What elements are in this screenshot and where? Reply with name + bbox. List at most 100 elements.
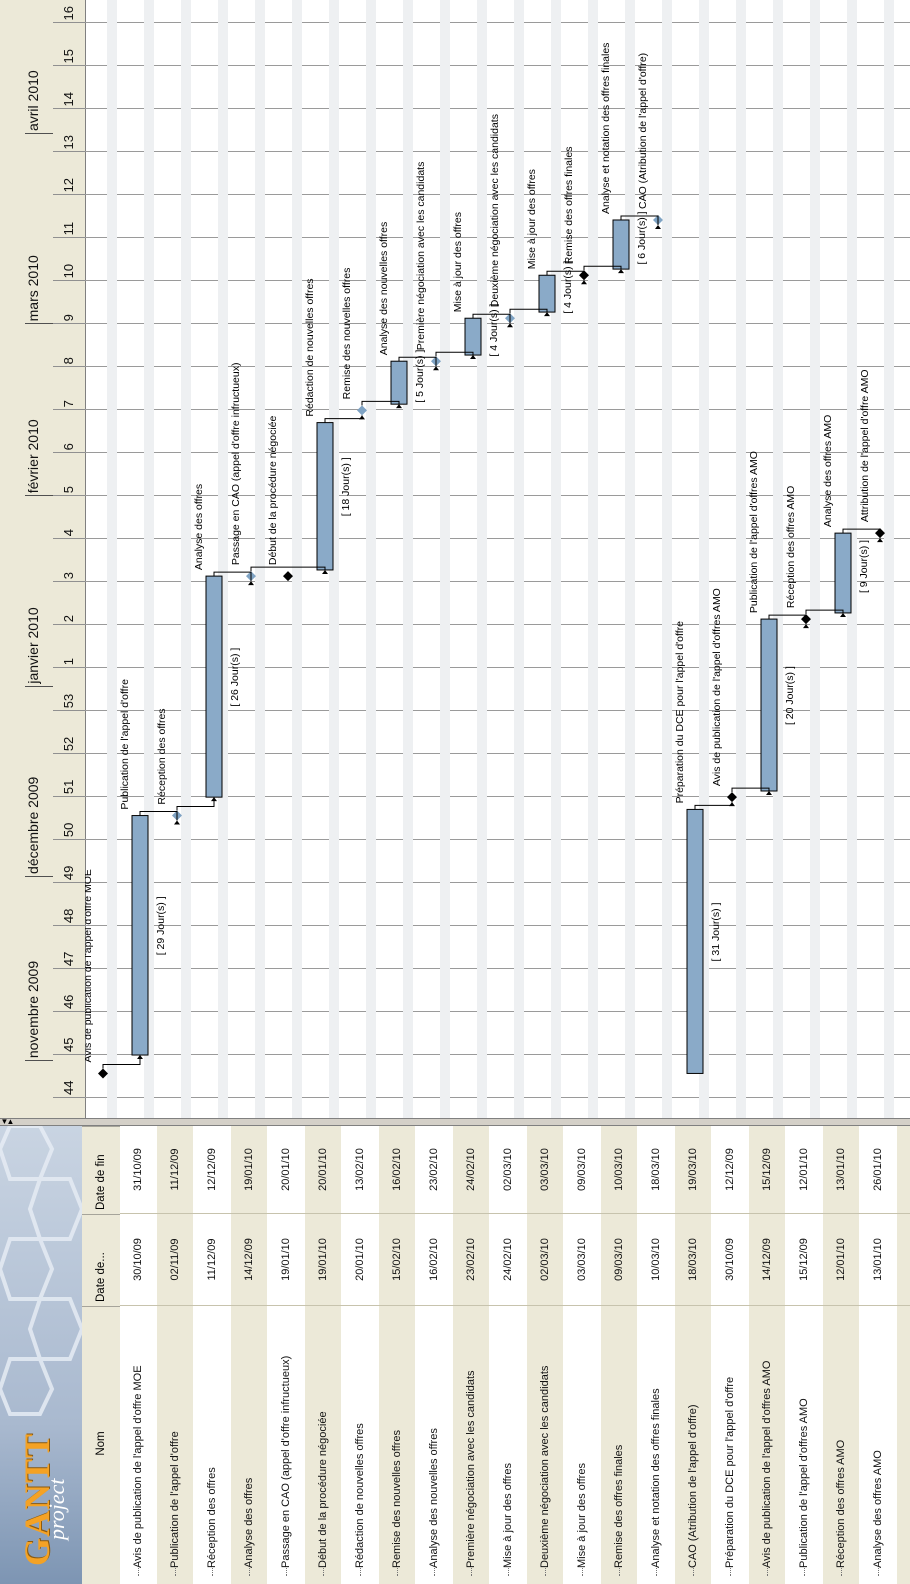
task-row[interactable]: Analyse des offres 14/12/09 19/01/10 [231,1126,268,1584]
task-name-cell[interactable]: Mise à jour des offres [502,1463,514,1568]
task-name-cell[interactable]: Publication de l'appel d'offres AMO [798,1398,810,1568]
task-row[interactable]: Réception des offres 11/12/09 12/12/09 [194,1126,231,1584]
task-start-cell[interactable]: 18/03/10 [675,1214,712,1306]
task-start-cell[interactable]: 02/03/10 [527,1214,564,1306]
task-end-cell[interactable]: 19/01/10 [231,1126,268,1214]
task-row[interactable]: Analyse et notation des offres finales 10… [638,1126,675,1584]
task-name-cell[interactable]: Analyse et notation des offres finales [650,1388,662,1568]
task-start-cell[interactable]: 19/01/10 [305,1214,342,1306]
task-name-cell[interactable]: Analyse des offres [243,1477,255,1568]
task-end-cell[interactable]: 13/01/10 [823,1126,860,1214]
task-end-cell[interactable]: 09/03/10 [564,1126,601,1214]
task-row[interactable]: Remise des nouvelles offres 15/02/10 16/02… [379,1126,416,1584]
task-row[interactable]: Première négociation avec les candidats 2… [453,1126,490,1584]
task-row[interactable]: Passage en CAO (appel d'offre infructueu… [268,1126,305,1584]
task-row[interactable]: CAO (Atribution de l'appel d'offre) 18/03… [675,1126,712,1584]
task-name-cell[interactable]: Deuxième négociation avec les candidats [539,1365,551,1568]
task-start-cell[interactable]: 03/03/10 [564,1214,601,1306]
task-name-cell[interactable]: Remise des nouvelles offres [391,1430,403,1568]
task-name-cell[interactable]: Première négociation avec les candidats [465,1370,477,1568]
task-end-cell[interactable]: 26/01/10 [860,1126,897,1214]
task-name-cell[interactable]: Préparation du DCE pour l'appel d'offre [724,1376,736,1568]
splitter-arrows-icon[interactable]: ◀ ▶ [2,1119,14,1124]
task-start-cell[interactable]: 20/01/10 [342,1214,379,1306]
task-end-cell[interactable]: 12/01/10 [786,1126,823,1214]
task-end-cell[interactable]: 03/03/10 [527,1126,564,1214]
week-label: 4 [61,529,76,537]
task-name-cell[interactable]: Rédaction de nouvelles offres [354,1423,366,1568]
task-start-cell[interactable]: 09/03/10 [601,1214,638,1306]
task-start-cell[interactable]: 23/02/10 [453,1214,490,1306]
task-end-cell[interactable]: 20/01/10 [305,1126,342,1214]
task-start-cell[interactable]: 16/02/10 [416,1214,453,1306]
task-end-cell[interactable]: 27/01/10 [897,1126,910,1214]
task-row[interactable]: Publication de l'appel d'offres AMO 15/12… [786,1126,823,1584]
task-start-cell[interactable]: 14/12/09 [231,1214,268,1306]
task-row[interactable]: Remise des offres finales 09/03/10 10/03/1… [601,1126,638,1584]
task-name-cell[interactable]: Mise à jour des offres [576,1463,588,1568]
task-name-cell[interactable]: Remise des offres finales [613,1444,625,1568]
task-end-cell[interactable]: 23/02/10 [416,1126,453,1214]
task-start-cell[interactable]: 14/12/09 [749,1214,786,1306]
dependency-arrowhead [211,797,217,802]
task-start-cell[interactable]: 30/10/09 [712,1214,749,1306]
task-row[interactable]: Réception des offres AMO 12/01/10 13/01/10 [823,1126,860,1584]
task-row[interactable]: Analyse des offres AMO 13/01/10 26/01/10 [860,1126,897,1584]
task-end-cell[interactable]: 16/02/10 [379,1126,416,1214]
task-name-cell[interactable]: Réception des offres [206,1467,218,1568]
task-row[interactable]: Rédaction de nouvelles offres 20/01/10 13/… [342,1126,379,1584]
task-end-cell[interactable]: 11/12/09 [157,1126,194,1214]
task-name-cell[interactable]: Attribution de l'appel d'offre AMO [897,1306,910,1584]
task-end-cell[interactable]: 02/03/10 [490,1126,527,1214]
task-name-cell[interactable]: Début de la procédure négociée [317,1411,329,1568]
task-start-cell[interactable]: 12/01/10 [823,1214,860,1306]
task-start-cell[interactable]: 26/01/10 [897,1214,910,1306]
task-row[interactable]: Début de la procédure négociée 19/01/10 20… [305,1126,342,1584]
task-name-cell[interactable]: Analyse des offres AMO [872,1450,884,1568]
task-name-cell[interactable]: Réception des offres AMO [835,1439,847,1568]
task-bar-label: Passage en CAO (appel d'offre infructueu… [230,363,242,566]
task-name-cell[interactable]: Publication de l'appel d'offre [169,1431,181,1568]
column-header-name[interactable]: Nom [82,1306,120,1584]
task-start-cell[interactable]: 10/03/10 [638,1214,675,1306]
task-name-cell[interactable]: Passage en CAO (appel d'offre infructueu… [280,1355,292,1568]
task-end-cell[interactable]: 18/03/10 [638,1126,675,1214]
task-end-cell[interactable]: 10/03/10 [601,1126,638,1214]
task-row[interactable]: Attribution de l'appel d'offre AMO26/01/… [897,1126,910,1584]
task-row[interactable]: Mise à jour des offres 03/03/10 09/03/10 [564,1126,601,1584]
task-end-cell[interactable]: 20/01/10 [268,1126,305,1214]
task-start-cell[interactable]: 15/02/10 [379,1214,416,1306]
task-end-cell[interactable]: 19/03/10 [675,1126,712,1214]
task-row[interactable]: Publication de l'appel d'offre 02/11/09 11… [157,1126,194,1584]
column-header-start[interactable]: Date de... [82,1214,120,1306]
task-name-cell[interactable]: CAO (Atribution de l'appel d'offre) [687,1404,699,1568]
task-start-cell[interactable]: 15/12/09 [786,1214,823,1306]
task-row[interactable]: Avis de publication de l'appel d'offre M… [120,1126,157,1584]
task-start-cell[interactable]: 24/02/10 [490,1214,527,1306]
panel-splitter[interactable]: ◀ ▶ [0,1118,910,1126]
task-row[interactable]: Mise à jour des offres 24/02/10 02/03/10 [490,1126,527,1584]
task-end-cell[interactable]: 13/02/10 [342,1126,379,1214]
task-row[interactable]: Analyse des nouvelles offres 16/02/10 23/0… [416,1126,453,1584]
task-bar-label: Analyse des offres [193,484,205,570]
task-end-cell[interactable]: 12/12/09 [194,1126,231,1214]
task-row[interactable]: Avis de publication de l'appel d'offres … [749,1126,786,1584]
task-row[interactable]: Préparation du DCE pour l'appel d'offre 3… [712,1126,749,1584]
week-label: 48 [61,908,76,924]
task-name-cell[interactable]: Analyse des nouvelles offres [428,1428,440,1568]
task-end-cell[interactable]: 12/12/09 [712,1126,749,1214]
task-start-cell[interactable]: 30/10/09 [120,1214,157,1306]
task-bar [834,532,852,614]
task-start-cell[interactable]: 13/01/10 [860,1214,897,1306]
column-header-end[interactable]: Date de fin [82,1126,120,1214]
task-start-cell[interactable]: 11/12/09 [194,1214,231,1306]
task-name-cell[interactable]: Avis de publication de l'appel d'offres … [761,1360,773,1568]
task-end-cell[interactable]: 24/02/10 [453,1126,490,1214]
task-start-cell[interactable]: 19/01/10 [268,1214,305,1306]
task-row[interactable]: Deuxième négociation avec les candidats 0… [527,1126,564,1584]
task-duration-label: [ 31 Jour(s) ] [710,902,722,961]
task-name-cell[interactable]: Avis de publication de l'appel d'offre M… [132,1365,144,1568]
task-end-cell[interactable]: 31/10/09 [120,1126,157,1214]
task-end-cell[interactable]: 15/12/09 [749,1126,786,1214]
task-start-cell[interactable]: 02/11/09 [157,1214,194,1306]
